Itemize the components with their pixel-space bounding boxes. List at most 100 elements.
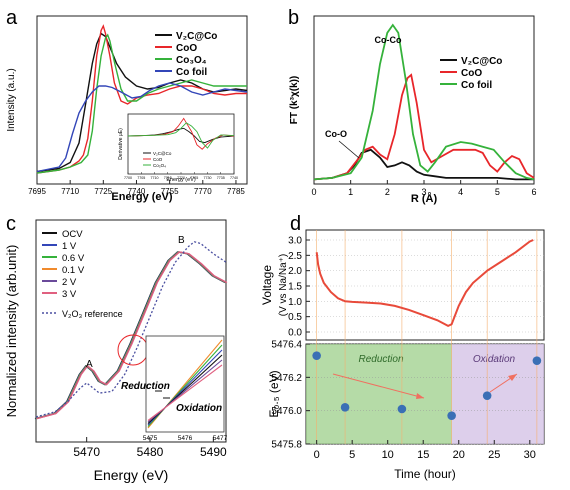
panel-b-xlabel: R (Å) <box>411 192 438 205</box>
panel-a-inset: Derivative μE) Energy (eV) 7700 7705 7710 7… <box>118 113 238 183</box>
inset-legend-coo: CoO <box>153 157 163 162</box>
panel-c-inset: 5475 5476 5477 Reduction Oxidation <box>121 335 228 442</box>
panel-b-ylabel: FT (k³χ(k)) <box>289 76 300 125</box>
d-upper-ytick-label: 2.5 <box>288 251 302 262</box>
panel-a-xlabel: Energy (eV) <box>111 191 172 203</box>
panel-c-frame <box>35 219 227 443</box>
panel-c: c Energy (eV) Normalized intensity (arb.… <box>4 213 228 483</box>
d-upper-ytick-label: 0.5 <box>288 312 302 323</box>
b-series-line-2 <box>313 23 535 181</box>
legend-label-cofoil: Co foil <box>176 67 207 78</box>
d-xtick-label: 15 <box>417 449 429 461</box>
inset-legend-co3o4: Co₃O₄ <box>153 163 166 168</box>
annotation-a: A <box>86 359 93 370</box>
panel-c-legend: OCV 1 V 0.6 V 0.1 V 2 V 3 V V₂O₃ referen… <box>42 229 123 319</box>
legend-c-label-ocv: OCV <box>62 229 83 240</box>
oxidation-region <box>451 344 544 444</box>
panel-a-frame <box>36 15 248 185</box>
c-inset-xtick-label: 5476 <box>178 435 193 442</box>
a-inset-xtick-label: 7710 <box>151 176 159 180</box>
reduction-trend-arrow <box>332 373 425 399</box>
a-inset-xtick-label: 7725 <box>190 176 198 180</box>
d-e05-point <box>447 411 456 420</box>
panel-c-xlabel: Energy (eV) <box>94 467 169 483</box>
region-label-oxidation: Oxidation <box>473 354 516 365</box>
a-xtick-label: 7755 <box>161 187 179 196</box>
b-xtick-label: 6 <box>531 187 536 197</box>
a-series-line-1 <box>36 24 247 174</box>
inset-a-xlabel: Energy (eV) <box>166 177 196 183</box>
a-series-line-2 <box>36 33 247 174</box>
legend-c-label-v2o3: V₂O₃ reference <box>62 309 123 319</box>
d-xtick-label: 0 <box>314 449 320 461</box>
c-xtick-label: 5480 <box>137 445 164 459</box>
c-xtick-label: 5470 <box>73 445 100 459</box>
a-xtick-label: 7710 <box>61 187 79 196</box>
a-inset-xtick-label: 7720 <box>177 176 185 180</box>
b-series-line-1 <box>313 73 535 181</box>
c-xtick-label: 5490 <box>200 445 227 459</box>
label-reduction: Reduction <box>121 381 170 392</box>
a-xtick-label: 7785 <box>227 187 245 196</box>
region-label-reduction: Reduction <box>358 354 403 365</box>
panel-a-legend: V₂C@Co CoO Co₃O₄ Co foil <box>155 31 217 78</box>
legend-label-co3o4: Co₃O₄ <box>176 55 207 66</box>
annotation-b: B <box>178 235 185 246</box>
c-inset-line-5 <box>147 364 223 421</box>
panel-a-ylabel: Intensity (a.u.) <box>6 68 17 131</box>
d-xtick-label: 10 <box>382 449 394 461</box>
a-xtick-label: 7695 <box>28 187 46 196</box>
reduction-region <box>306 344 452 444</box>
legend-c-label-2v: 2 V <box>62 277 77 288</box>
b-xtick-label: 2 <box>385 187 390 197</box>
panel-d-upper-frame <box>305 229 545 341</box>
b-xtick-label: 0 <box>311 187 316 197</box>
oxidation-arrowhead <box>508 374 517 381</box>
legend-c-label-3v: 3 V <box>62 289 77 300</box>
panel-d-upper-ylabel-2: (V vs Na/Na⁺) <box>278 254 289 317</box>
d-lower-ytick-label: 5476.2 <box>271 373 302 384</box>
d-upper-ytick-label: 0.0 <box>288 328 302 339</box>
d-upper-ytick-label: 1.0 <box>288 297 302 308</box>
d-lower-ytick-label: 5475.8 <box>271 440 302 451</box>
panel-label-d: d <box>290 213 301 235</box>
a-series-line-3 <box>36 82 248 173</box>
a-inset-xtick-label: 7705 <box>137 176 145 180</box>
b-xtick-label: 1 <box>348 187 353 197</box>
a-inset-series-2 <box>127 122 235 149</box>
d-e05-point <box>532 356 542 365</box>
c-inset-xtick-label: 5477 <box>213 435 228 442</box>
d-xtick-label: 30 <box>524 449 536 461</box>
d-xtick-label: 20 <box>453 449 465 461</box>
panel-d-lower-ylabel: E₀.₅ (eV) <box>267 370 281 417</box>
label-oxidation: Oxidation <box>176 403 222 414</box>
d-lower-ytick-label: 5476.0 <box>271 406 302 417</box>
a-inset-xtick-label: 7730 <box>204 176 212 180</box>
legend-c-label-1v: 1 V <box>62 241 77 252</box>
d-lower-ytick-label: 5476.4 <box>271 340 302 351</box>
c-series-line-6 <box>35 241 227 418</box>
d-xtick-label: 25 <box>488 449 500 461</box>
panel-label-a: a <box>6 7 18 29</box>
panel-label-b: b <box>288 7 299 29</box>
panel-d: d Reduction Oxidation 0.0 0.5 1.0 1.5 2.0 2.5… <box>260 213 545 481</box>
a-xtick-label: 7725 <box>94 187 112 196</box>
panel-c-ylabel: Normalized intensity (arb.unit) <box>4 245 19 418</box>
b-xtick-label: 3 <box>421 187 426 197</box>
d-upper-ytick-label: 3.0 <box>288 236 302 247</box>
a-xtick-label: 7740 <box>128 187 146 196</box>
d-e05-point <box>340 403 350 412</box>
a-xtick-label: 7770 <box>194 187 212 196</box>
inset-a-ylabel: Derivative μE) <box>118 128 124 160</box>
d-e05-point <box>312 351 321 360</box>
panel-d-xlabel: Time (hour) <box>394 467 456 481</box>
d-e05-point <box>482 391 492 400</box>
d-voltage-curve <box>315 239 534 328</box>
inset-legend-v2c: V₂C@Co <box>153 151 172 156</box>
legend-label-coo: CoO <box>176 43 197 54</box>
d-e05-point <box>397 404 407 414</box>
d-upper-ytick-label: 2.0 <box>288 266 302 277</box>
c-inset-xtick-label: 5475 <box>143 435 158 442</box>
panel-a: a Energy (eV) Intensity (a.u.) 7695 7710 7… <box>6 7 248 203</box>
a-inset-xtick-label: 7735 <box>217 176 225 180</box>
